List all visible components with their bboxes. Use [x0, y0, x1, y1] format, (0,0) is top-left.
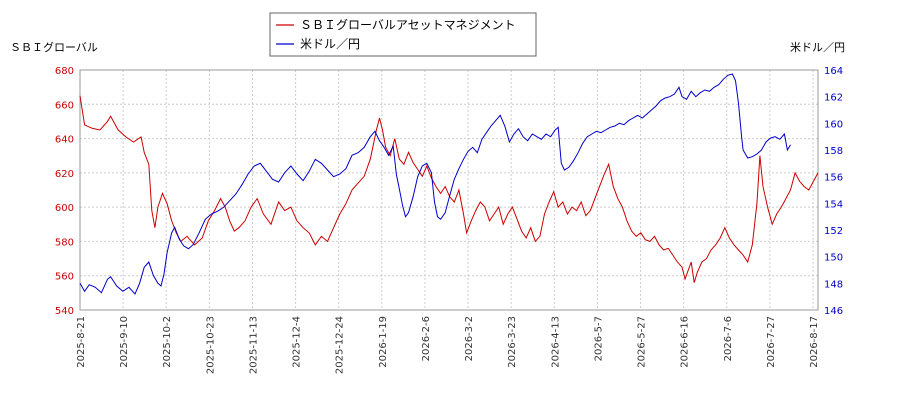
y-right-tick-label: 156	[824, 173, 843, 184]
y-right-tick-label: 150	[824, 253, 843, 264]
y-left-tick-label: 600	[55, 203, 74, 214]
x-tick-label: 2026-3-2	[464, 316, 475, 361]
y-left-tick-label: 560	[55, 272, 74, 283]
grid	[79, 69, 818, 311]
x-tick-label: 2025-12-4	[292, 316, 303, 368]
y-left-tick-label: 620	[55, 169, 74, 180]
y-axis-left: 540 560 580 600 620 640 660 680	[55, 66, 74, 317]
y-right-tick-label: 152	[824, 226, 843, 237]
y-right-tick-label: 160	[824, 119, 843, 130]
left-axis-label: ＳＢＩグローバル	[10, 40, 98, 54]
x-tick-label: 2026-7-6	[723, 316, 734, 361]
x-tick-label: 2025-8-21	[76, 316, 87, 368]
x-tick-label: 2025-10-2	[162, 316, 173, 368]
x-tick-label: 2026-5-7	[593, 316, 604, 361]
x-tick-label: 2026-4-13	[550, 316, 561, 368]
legend-box	[269, 12, 537, 57]
x-tick-label: 2025-9-10	[119, 316, 130, 368]
y-axis-right: 146 148 150 152 154 156 158 160 162 164	[824, 66, 843, 317]
y-left-tick-label: 640	[55, 135, 74, 146]
series-line-sbi	[79, 95, 819, 283]
y-right-tick-label: 146	[824, 306, 843, 317]
x-tick-label: 2026-2-6	[421, 316, 432, 361]
y-right-tick-label: 158	[824, 146, 843, 157]
x-tick-label: 2025-10-23	[205, 316, 216, 374]
y-right-tick-label: 164	[824, 66, 843, 77]
legend-label-sbi: ＳＢＩグローバルアセットマネジメント	[300, 18, 516, 32]
x-tick-label: 2026-8-17	[809, 316, 820, 368]
y-right-tick-label: 154	[824, 199, 843, 210]
legend-label-usdjpy: 米ドル／円	[300, 37, 360, 51]
y-left-tick-label: 580	[55, 237, 74, 248]
y-left-tick-label: 540	[55, 306, 74, 317]
x-tick-label: 2026-3-23	[507, 316, 518, 368]
y-right-tick-label: 162	[824, 93, 843, 104]
y-left-tick-label: 660	[55, 100, 74, 111]
plot-frame	[79, 69, 819, 311]
series-line-usdjpy	[79, 73, 791, 295]
x-tick-label: 2025-11-13	[248, 316, 259, 374]
x-tick-label: 2026-7-27	[766, 316, 777, 368]
x-tick-label: 2025-12-24	[335, 316, 346, 374]
x-tick-label: 2026-6-16	[680, 316, 691, 368]
series-lines	[79, 73, 819, 295]
legend: ＳＢＩグローバルアセットマネジメント 米ドル／円	[269, 12, 537, 57]
y-left-tick-label: 680	[55, 66, 74, 77]
x-tick-label: 2026-5-27	[637, 316, 648, 368]
y-right-tick-label: 148	[824, 279, 843, 290]
x-tick-label: 2026-1-19	[378, 316, 389, 368]
right-axis-label: 米ドル／円	[790, 41, 845, 54]
x-axis: 2025-8-21 2025-9-10 2025-10-2 2025-10-23 202…	[76, 316, 820, 374]
